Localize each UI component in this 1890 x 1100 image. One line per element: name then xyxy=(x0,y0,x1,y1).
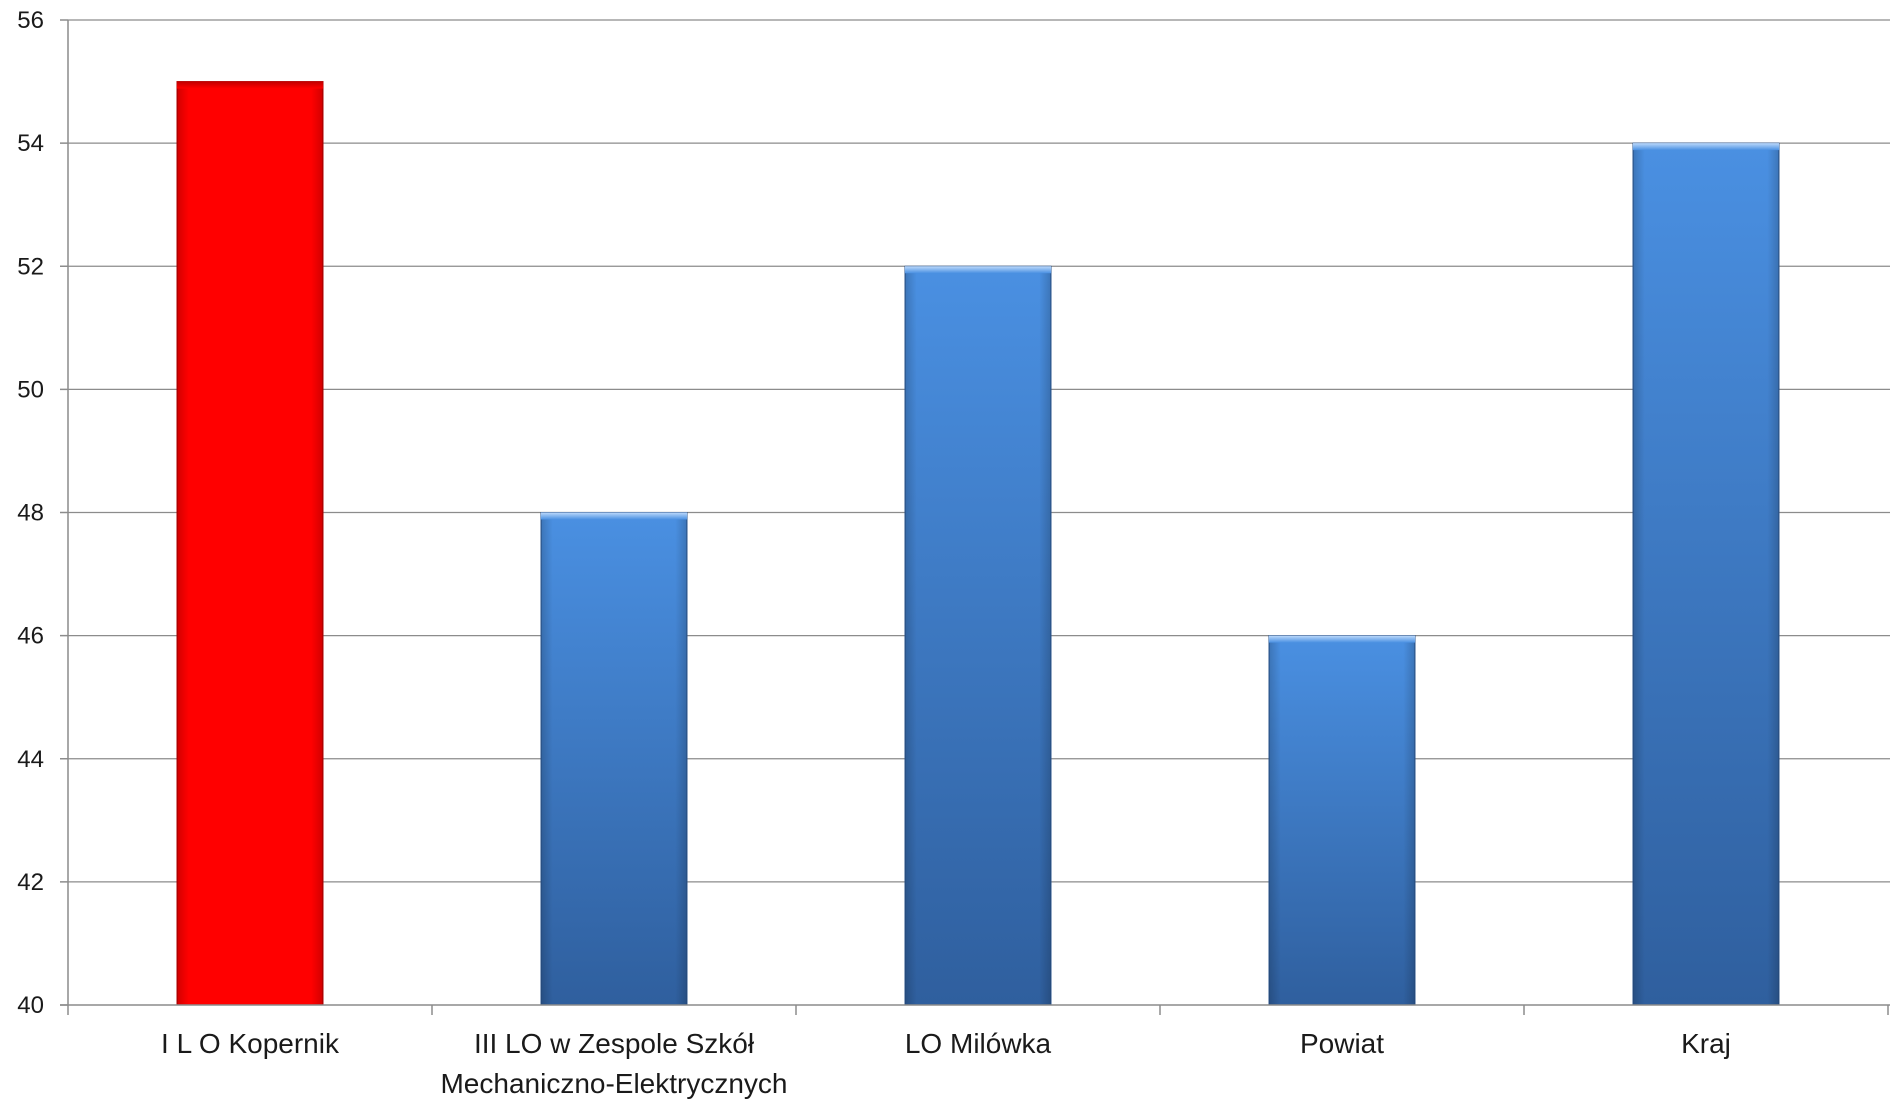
x-axis-category-labels: I L O Kopernik III LO w Zespole Szkół Mech… xyxy=(161,1028,1731,1099)
category-label: Powiat xyxy=(1300,1028,1384,1059)
bar-group xyxy=(176,81,324,1006)
axes xyxy=(60,19,1890,1015)
bar-shading xyxy=(177,81,323,1005)
bar-top-cap xyxy=(177,81,323,89)
y-tick-label: 40 xyxy=(17,992,44,1019)
y-tick-label: 44 xyxy=(17,746,44,773)
category-label-line: III LO w Zespole Szkół xyxy=(474,1028,755,1059)
category-label-line: I L O Kopernik xyxy=(161,1028,340,1059)
bar-top-cap xyxy=(905,266,1051,274)
y-axis-tick-labels: 40 42 44 46 48 50 52 54 56 xyxy=(17,7,44,1019)
bar-shading xyxy=(905,266,1051,1005)
category-label-line: LO Milówka xyxy=(905,1028,1052,1059)
category-label: I L O Kopernik xyxy=(161,1028,340,1059)
category-label: III LO w Zespole Szkół Mechaniczno-Elektr… xyxy=(440,1028,787,1099)
y-tick-label: 50 xyxy=(17,376,44,403)
y-tick-label: 52 xyxy=(17,253,44,280)
bar-group xyxy=(1268,635,1416,1006)
bar-group xyxy=(904,265,1052,1006)
category-label-line: Kraj xyxy=(1681,1028,1731,1059)
y-tick-label: 48 xyxy=(17,500,44,527)
bar-shading xyxy=(1633,143,1779,1005)
bar-shading xyxy=(541,512,687,1005)
y-tick-label: 46 xyxy=(17,623,44,650)
bars xyxy=(176,81,1780,1006)
category-label: Kraj xyxy=(1681,1028,1731,1059)
bar-shading xyxy=(1269,635,1415,1005)
bar-group xyxy=(1632,142,1780,1006)
bar-top-cap xyxy=(541,512,687,520)
y-tick-label: 42 xyxy=(17,869,44,896)
bar-top-cap xyxy=(1633,143,1779,151)
bar-top-cap xyxy=(1269,635,1415,643)
category-label: LO Milówka xyxy=(905,1028,1052,1059)
y-tick-label: 56 xyxy=(17,7,44,34)
category-label-line: Powiat xyxy=(1300,1028,1384,1059)
y-tick-label: 54 xyxy=(17,130,44,157)
bar-group xyxy=(540,512,688,1006)
category-label-line: Mechaniczno-Elektrycznych xyxy=(440,1068,787,1099)
